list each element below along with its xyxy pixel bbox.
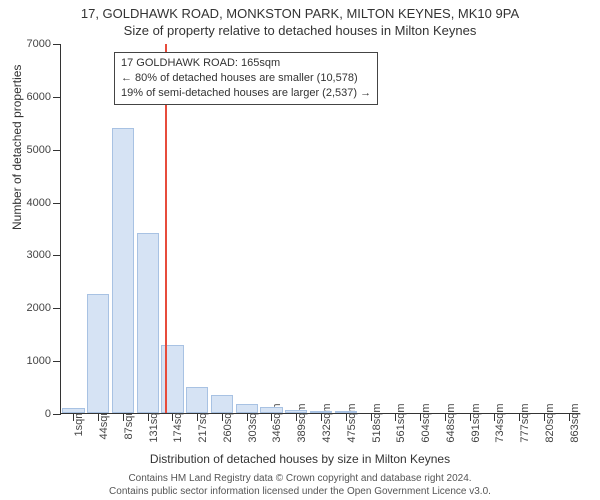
y-tick [53, 203, 61, 204]
x-tick-label: 648sqm [445, 403, 457, 442]
histogram-bar [335, 411, 357, 413]
x-tick-label: 777sqm [519, 403, 531, 442]
y-tick [53, 361, 61, 362]
histogram-bar [137, 233, 159, 413]
histogram-bar [211, 395, 233, 414]
y-tick [53, 308, 61, 309]
y-tick-label: 4000 [27, 197, 51, 209]
y-tick-label: 2000 [27, 302, 51, 314]
x-tick-label: 863sqm [569, 403, 581, 442]
x-tick-label: 734sqm [494, 403, 506, 442]
footer-line2: Contains public sector information licen… [0, 485, 600, 498]
histogram-bar [62, 408, 84, 413]
y-tick-label: 0 [45, 408, 51, 420]
y-tick [53, 97, 61, 98]
histogram-bar [186, 387, 208, 413]
title-block: 17, GOLDHAWK ROAD, MONKSTON PARK, MILTON… [0, 0, 600, 40]
histogram-bar [112, 128, 134, 413]
y-axis-title: Number of detached properties [10, 65, 24, 230]
title-subtitle: Size of property relative to detached ho… [0, 23, 600, 40]
x-tick-label: 432sqm [321, 403, 333, 442]
x-tick-label: 820sqm [544, 403, 556, 442]
x-tick-label: 1sqm [73, 410, 85, 437]
y-tick-label: 5000 [27, 144, 51, 156]
title-address: 17, GOLDHAWK ROAD, MONKSTON PARK, MILTON… [0, 6, 600, 23]
histogram-bar [310, 411, 332, 413]
footer-line1: Contains HM Land Registry data © Crown c… [0, 472, 600, 485]
y-tick-label: 6000 [27, 91, 51, 103]
x-tick-label: 561sqm [395, 403, 407, 442]
histogram-bar [260, 407, 282, 413]
y-tick-label: 1000 [27, 355, 51, 367]
annotation-line1: 17 GOLDHAWK ROAD: 165sqm [121, 56, 371, 71]
chart-area: 010002000300040005000600070001sqm44sqm87… [60, 44, 580, 414]
y-tick-label: 3000 [27, 249, 51, 261]
annotation-box: 17 GOLDHAWK ROAD: 165sqm ← 80% of detach… [114, 52, 378, 105]
y-tick [53, 150, 61, 151]
x-tick-label: 691sqm [470, 403, 482, 442]
histogram-bar [87, 294, 109, 413]
x-tick-label: 518sqm [371, 403, 383, 442]
histogram-bar [285, 410, 307, 413]
histogram-bar [236, 404, 258, 414]
y-tick [53, 255, 61, 256]
y-tick [53, 414, 61, 415]
y-tick [53, 44, 61, 45]
annotation-line2: ← 80% of detached houses are smaller (10… [121, 71, 371, 86]
x-axis-title: Distribution of detached houses by size … [0, 452, 600, 466]
x-tick-label: 604sqm [420, 403, 432, 442]
annotation-line3: 19% of semi-detached houses are larger (… [121, 86, 371, 101]
x-tick-label: 475sqm [346, 403, 358, 442]
footer: Contains HM Land Registry data © Crown c… [0, 472, 600, 498]
y-tick-label: 7000 [27, 38, 51, 50]
